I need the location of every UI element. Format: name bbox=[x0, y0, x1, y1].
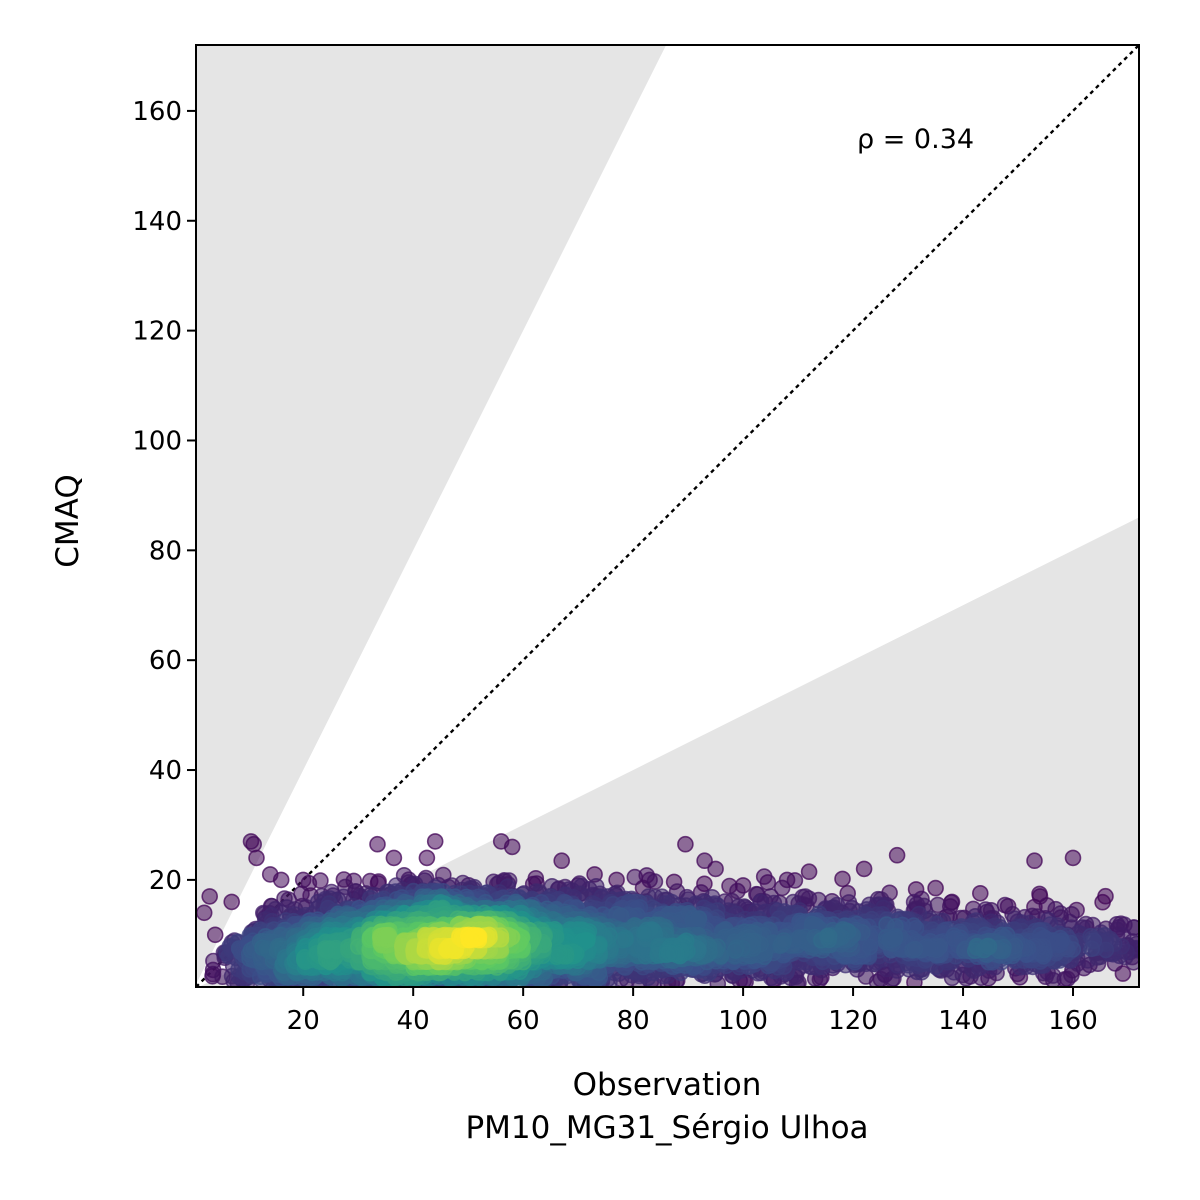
reference-line-layer bbox=[196, 45, 1139, 987]
scatter-point bbox=[690, 910, 708, 927]
scatter-point bbox=[855, 860, 873, 878]
scatter-point bbox=[971, 884, 989, 902]
scatter-point bbox=[626, 868, 644, 886]
scatter-point bbox=[927, 879, 944, 897]
scatter-point bbox=[418, 849, 436, 867]
lower-shaded-region bbox=[196, 517, 1139, 987]
scatter-point bbox=[677, 835, 694, 853]
scatter-point bbox=[426, 833, 444, 850]
scatter-point bbox=[1083, 940, 1101, 958]
scatter-point bbox=[369, 835, 386, 853]
upper-shaded-region bbox=[196, 45, 667, 987]
scatter-point bbox=[786, 872, 804, 889]
scatter-point bbox=[550, 943, 568, 961]
scatter-point bbox=[942, 894, 960, 911]
scatter-point bbox=[206, 926, 224, 944]
scatter-point bbox=[800, 863, 818, 881]
scatter-point bbox=[861, 938, 879, 956]
scatter-point bbox=[888, 846, 906, 864]
scatter-point bbox=[1026, 852, 1043, 870]
scatter-point bbox=[696, 852, 713, 870]
scatter-point bbox=[1094, 893, 1111, 911]
scatter-point bbox=[245, 835, 262, 853]
scatter-point bbox=[635, 924, 653, 942]
scatter-point bbox=[577, 932, 594, 949]
scatter-point bbox=[1053, 932, 1071, 950]
scatter-point bbox=[254, 939, 271, 957]
scatter-point bbox=[707, 860, 724, 878]
scatter-point bbox=[660, 944, 678, 961]
scatter-point bbox=[223, 893, 240, 911]
scatter-point bbox=[503, 838, 521, 856]
scatter-point bbox=[294, 871, 312, 889]
scatter-point bbox=[201, 888, 218, 905]
scatter-point bbox=[819, 927, 836, 945]
scatter-point bbox=[646, 873, 664, 890]
scatter-point bbox=[1064, 849, 1082, 867]
scatter-point bbox=[312, 872, 329, 889]
scatter-point bbox=[834, 870, 851, 888]
scatter-point bbox=[553, 852, 571, 870]
scatter-point bbox=[272, 871, 290, 889]
scatter-point bbox=[196, 904, 213, 922]
scatter-point bbox=[906, 940, 924, 958]
scatter-point bbox=[978, 937, 996, 955]
scatter-point bbox=[726, 942, 744, 959]
scatter-point bbox=[886, 930, 904, 947]
scatter-point bbox=[248, 849, 265, 867]
one-to-one-line bbox=[196, 45, 1139, 987]
scatter-point bbox=[385, 849, 403, 867]
scatter-point bbox=[759, 874, 777, 891]
scatter-points-layer bbox=[196, 833, 1139, 987]
shaded-band-layer bbox=[196, 45, 1139, 987]
scatter-point bbox=[319, 942, 336, 960]
scatter-point bbox=[775, 932, 793, 949]
